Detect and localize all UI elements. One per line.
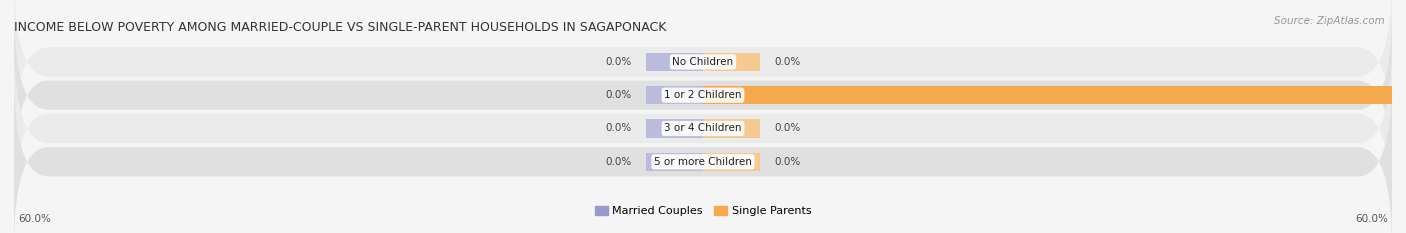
Bar	[645, 53, 703, 71]
Text: 0.0%: 0.0%	[606, 90, 631, 100]
Bar	[645, 86, 703, 104]
Text: 1 or 2 Children: 1 or 2 Children	[664, 90, 742, 100]
Bar	[703, 86, 1392, 104]
Bar	[645, 153, 703, 171]
Bar	[645, 119, 703, 138]
FancyBboxPatch shape	[14, 10, 1392, 180]
Text: 5 or more Children: 5 or more Children	[654, 157, 752, 167]
Text: Source: ZipAtlas.com: Source: ZipAtlas.com	[1274, 16, 1385, 26]
FancyBboxPatch shape	[14, 43, 1392, 214]
Text: 0.0%: 0.0%	[606, 123, 631, 134]
Bar	[703, 119, 761, 138]
Text: 3 or 4 Children: 3 or 4 Children	[664, 123, 742, 134]
Text: 60.0%: 60.0%	[18, 214, 51, 224]
FancyBboxPatch shape	[14, 77, 1392, 233]
FancyBboxPatch shape	[14, 0, 1392, 147]
Text: INCOME BELOW POVERTY AMONG MARRIED-COUPLE VS SINGLE-PARENT HOUSEHOLDS IN SAGAPON: INCOME BELOW POVERTY AMONG MARRIED-COUPL…	[14, 21, 666, 34]
Text: 0.0%: 0.0%	[606, 57, 631, 67]
Text: No Children: No Children	[672, 57, 734, 67]
Text: 60.0%: 60.0%	[1355, 214, 1388, 224]
Text: 0.0%: 0.0%	[775, 157, 800, 167]
Bar	[703, 53, 761, 71]
Bar	[703, 153, 761, 171]
Text: 0.0%: 0.0%	[775, 57, 800, 67]
Text: 0.0%: 0.0%	[606, 157, 631, 167]
Text: 0.0%: 0.0%	[775, 123, 800, 134]
Legend: Married Couples, Single Parents: Married Couples, Single Parents	[591, 202, 815, 221]
